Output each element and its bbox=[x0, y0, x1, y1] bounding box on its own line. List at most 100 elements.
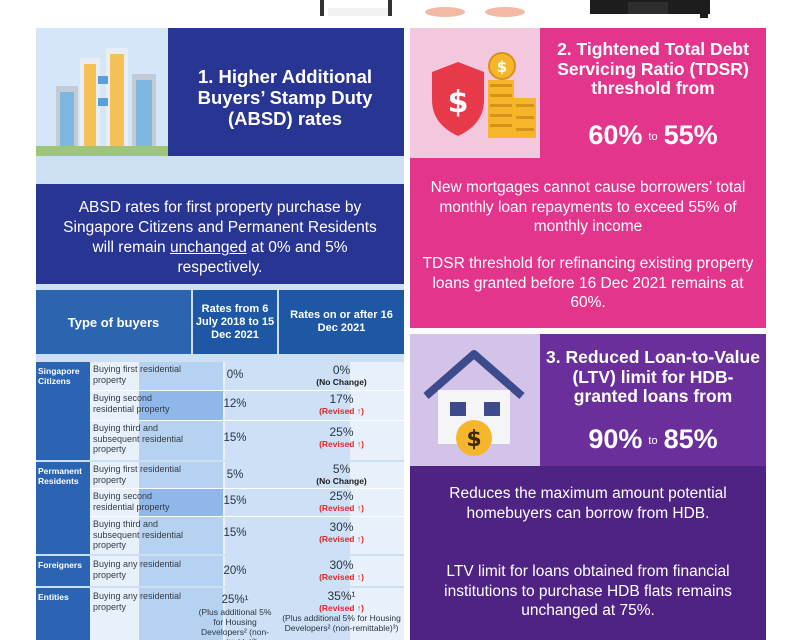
to-word: to bbox=[648, 130, 658, 143]
header-new-rates: Rates on or after 16 Dec 2021 bbox=[279, 290, 404, 354]
absd-header: 1. Higher Additional Buyers’ Stamp Duty … bbox=[36, 28, 404, 156]
rate-note: (Revised ↑) bbox=[319, 603, 364, 613]
cell-bg bbox=[225, 462, 350, 554]
old-rate-extra: (Plus additional 5% for Housing Develope… bbox=[198, 607, 272, 640]
group-label: Singapore Citizens bbox=[36, 362, 90, 460]
ltv-limit-change: 90% to 85% bbox=[546, 424, 760, 455]
cell-bg bbox=[139, 588, 223, 640]
group-label: Permanent Residents bbox=[36, 462, 90, 554]
header-old-rates: Rates from 6 July 2018 to 15 Dec 2021 bbox=[193, 290, 277, 354]
cell-bg bbox=[225, 588, 350, 640]
new-rate: 17% bbox=[329, 392, 354, 406]
ltv-description: Reduces the maximum amount potential hom… bbox=[449, 485, 727, 522]
group-permanent-residents: Permanent Residents Buying first residen… bbox=[36, 462, 404, 554]
absd-title: 1. Higher Additional Buyers’ Stamp Duty … bbox=[197, 66, 373, 129]
new-rate: 30% bbox=[329, 520, 354, 534]
new-rate-cell: 0% (No Change) bbox=[279, 363, 404, 388]
group-entities: Entities Buying any residential property… bbox=[36, 588, 404, 640]
new-rate-cell: 17% (Revised ↑) bbox=[279, 392, 404, 417]
cell-bg bbox=[139, 516, 223, 554]
ltv-to: 85% bbox=[663, 424, 718, 454]
row-divider bbox=[90, 390, 404, 391]
cell-bg bbox=[139, 488, 223, 516]
new-rate: 30% bbox=[329, 558, 354, 572]
svg-text:$: $ bbox=[466, 427, 481, 452]
header-type-of-buyers: Type of buyers bbox=[36, 290, 191, 354]
cell-bg bbox=[225, 556, 350, 586]
new-rate: 0% bbox=[332, 363, 351, 377]
shield-dollar-coins-illustration-icon: $ $ bbox=[410, 28, 540, 158]
top-illustration-strip bbox=[0, 0, 800, 18]
buyer-desc: Buying any residential property bbox=[93, 591, 182, 612]
table-row: Buying third and subsequent residential … bbox=[90, 516, 404, 554]
absd-intro: ABSD rates for first property purchase b… bbox=[36, 184, 404, 284]
group-foreigners: Foreigners Buying any residential proper… bbox=[36, 556, 404, 586]
rate-note: (Revised ↑) bbox=[319, 572, 364, 582]
old-rate: 5% bbox=[226, 469, 244, 481]
old-rate: 12% bbox=[223, 398, 247, 410]
tdsr-refinancing-note: TDSR threshold for refinancing existing … bbox=[422, 255, 754, 311]
group-label: Foreigners bbox=[36, 556, 90, 586]
svg-text:$: $ bbox=[497, 58, 507, 76]
buyer-desc: Buying third and subsequent residential … bbox=[93, 519, 184, 550]
rate-note: (Revised ↑) bbox=[319, 406, 364, 416]
table-row: Buying any residential property 20% 30% … bbox=[90, 556, 404, 586]
old-rate: 15% bbox=[223, 432, 247, 444]
buildings-illustration-icon bbox=[36, 28, 168, 156]
buyer-desc: Buying any residential property bbox=[93, 559, 182, 580]
ltv-panel: $ 3. Reduced Loan-to-Value (LTV) limit f… bbox=[410, 334, 766, 640]
absd-intro-underlined: unchanged bbox=[169, 239, 247, 256]
cell-bg bbox=[225, 362, 350, 460]
absd-intro-text-end: at 0% and 5% respectively. bbox=[177, 239, 348, 276]
new-rate: 25% bbox=[329, 489, 354, 503]
cell-bg bbox=[139, 362, 223, 390]
new-rate-cell: 25% (Revised ↑) bbox=[279, 489, 404, 514]
cell-bg bbox=[139, 390, 223, 420]
table-row: Buying second residential property 15% 2… bbox=[90, 488, 404, 516]
table-row: Buying third and subsequent residential … bbox=[90, 420, 404, 460]
buyer-desc: Buying first residential property bbox=[93, 364, 182, 385]
table-row: Buying any residential property 25%¹ (Pl… bbox=[90, 588, 404, 640]
tdsr-to: 55% bbox=[663, 120, 718, 150]
new-rate-cell: 25% (Revised ↑) bbox=[279, 425, 404, 450]
table-row: Buying second residential property 12% 1… bbox=[90, 390, 404, 420]
svg-text:$: $ bbox=[448, 85, 469, 120]
new-rate-extra: (Plus additional 5% for Housing Develope… bbox=[282, 613, 401, 633]
buyer-desc: Buying second residential property bbox=[93, 491, 170, 512]
row-divider bbox=[90, 420, 404, 421]
group-label: Entities bbox=[36, 588, 90, 640]
rate-note: (Revised ↑) bbox=[319, 534, 364, 544]
absd-panel: 1. Higher Additional Buyers’ Stamp Duty … bbox=[36, 28, 404, 640]
new-rate: 25% bbox=[329, 425, 354, 439]
row-divider bbox=[90, 516, 404, 517]
new-rate: 5% bbox=[332, 462, 351, 476]
ltv-header-bg bbox=[540, 334, 766, 466]
table-row: Buying first residential property 5% 5% … bbox=[90, 462, 404, 488]
new-rate-cell: 35%¹ (Revised ↑) (Plus additional 5% for… bbox=[279, 589, 404, 634]
new-rate: 35%¹ bbox=[327, 589, 356, 603]
old-rate: 15% bbox=[223, 527, 247, 539]
ltv-financial-institutions-note: LTV limit for loans obtained from financ… bbox=[444, 563, 732, 619]
cropped-illustration-icon bbox=[320, 0, 710, 18]
tdsr-panel: $ $ 2. Tightened Total Debt Servicing Ra… bbox=[410, 28, 766, 328]
group-singapore-citizens: Singapore Citizens Buying first resident… bbox=[36, 362, 404, 460]
rate-note: (Revised ↑) bbox=[319, 503, 364, 513]
cell-bg bbox=[139, 462, 223, 488]
cell-bg bbox=[139, 556, 223, 586]
ltv-from: 90% bbox=[588, 424, 643, 454]
house-dollar-illustration-icon: $ bbox=[410, 334, 540, 466]
to-word: to bbox=[648, 434, 658, 447]
old-rate: 0% bbox=[226, 369, 244, 381]
ltv-title: 3. Reduced Loan-to-Value (LTV) limit for… bbox=[546, 347, 760, 406]
tdsr-description: New mortgages cannot cause borrowers’ to… bbox=[430, 179, 746, 235]
rate-note: (No Change) bbox=[316, 476, 367, 486]
table-row: Buying first residential property 0% 0% … bbox=[90, 362, 404, 390]
tdsr-threshold-change: 60% to 55% bbox=[546, 120, 760, 151]
buyer-desc: Buying first residential property bbox=[93, 464, 182, 485]
buyer-desc: Buying second residential property bbox=[93, 393, 170, 414]
tdsr-title: 2. Tightened Total Debt Servicing Ratio … bbox=[557, 39, 749, 98]
new-rate-cell: 30% (Revised ↑) bbox=[279, 520, 404, 545]
rate-note: (Revised ↑) bbox=[319, 439, 364, 449]
rate-note: (No Change) bbox=[316, 377, 367, 387]
cell-bg bbox=[139, 420, 223, 460]
